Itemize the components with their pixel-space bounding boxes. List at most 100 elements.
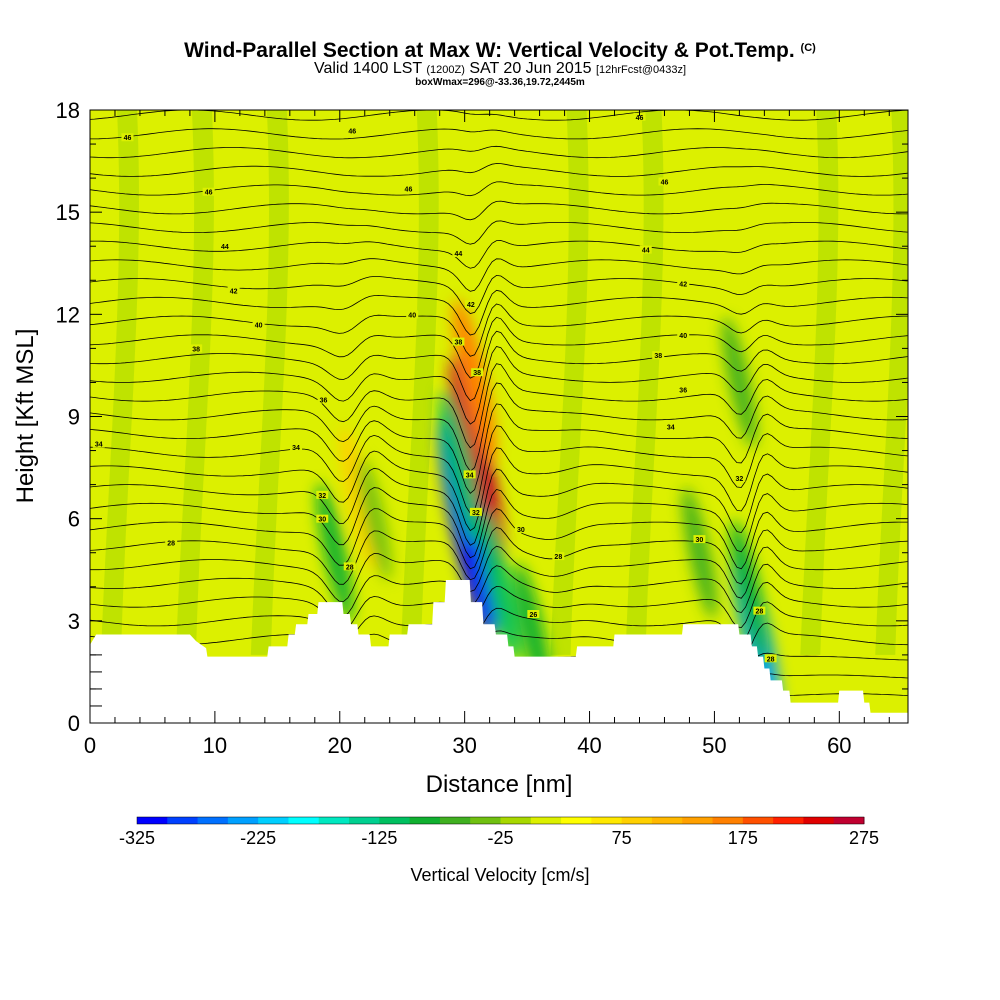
x-tick-label: 0 bbox=[84, 733, 96, 758]
contour-label-bg bbox=[693, 535, 706, 544]
title-block: Wind-Parallel Section at Max W: Vertical… bbox=[0, 36, 1000, 88]
colorbar-swatch bbox=[137, 817, 168, 824]
contour-label-bg bbox=[316, 490, 329, 499]
velocity-cell bbox=[449, 355, 505, 573]
colorbar-swatch bbox=[621, 817, 653, 824]
contour-label: 42 bbox=[467, 302, 475, 309]
y-tick-label: 3 bbox=[68, 609, 80, 634]
theta-contour-line bbox=[90, 487, 908, 559]
x-tick-label: 10 bbox=[203, 733, 227, 758]
theta-contour-line bbox=[90, 467, 908, 546]
theta-contour-line bbox=[90, 330, 908, 402]
field-texture-band bbox=[175, 110, 214, 655]
contour-label: 30 bbox=[318, 517, 326, 524]
forecast-info: [12hrFcst@0433z] bbox=[595, 64, 687, 76]
contour-label: 30 bbox=[696, 537, 704, 544]
colorbar-swatch bbox=[833, 817, 865, 824]
contour-label: 46 bbox=[636, 115, 644, 122]
contour-label: 38 bbox=[654, 353, 662, 360]
colorbar-swatch bbox=[379, 817, 411, 824]
contour-label: 46 bbox=[124, 135, 132, 142]
contour-label-bg bbox=[402, 184, 415, 193]
colorbar-tick-label: 175 bbox=[728, 828, 758, 848]
contour-label-bg bbox=[514, 524, 527, 533]
contour-label: 42 bbox=[679, 282, 687, 289]
contour-label: 34 bbox=[667, 425, 675, 432]
colorbar-swatch bbox=[318, 817, 350, 824]
colorbar-tick-label: -325 bbox=[119, 828, 155, 848]
colorbar-tick-label: -125 bbox=[361, 828, 397, 848]
contour-label-bg bbox=[317, 395, 330, 404]
contour-label: 44 bbox=[221, 244, 229, 251]
contour-label: 36 bbox=[679, 387, 687, 394]
contour-label: 38 bbox=[473, 370, 481, 377]
theta-contour-line bbox=[90, 145, 908, 159]
theta-contour-line bbox=[90, 622, 908, 662]
contour-label: 40 bbox=[255, 323, 263, 330]
colorbar-tick-label: -225 bbox=[240, 828, 276, 848]
contour-label-bg bbox=[227, 286, 240, 295]
velocity-cell bbox=[358, 457, 392, 581]
colorbar-swatch bbox=[288, 817, 320, 824]
colorbar-swatch bbox=[742, 817, 774, 824]
contour-label: 34 bbox=[466, 472, 474, 479]
contour-label: 28 bbox=[167, 541, 175, 548]
colorbar-swatch bbox=[227, 817, 259, 824]
contour-label-bg bbox=[658, 177, 671, 186]
contour-label: 40 bbox=[408, 312, 416, 319]
contour-label-bg bbox=[552, 552, 565, 561]
theta-contour-line bbox=[90, 382, 908, 472]
theta-contour-line bbox=[90, 128, 908, 140]
field-texture-band bbox=[550, 110, 589, 655]
contour-label-bg bbox=[652, 351, 665, 360]
contour-label: 32 bbox=[472, 510, 480, 517]
contour-label-bg bbox=[406, 310, 419, 319]
y-tick-label: 0 bbox=[68, 711, 80, 736]
y-tick-label: 15 bbox=[56, 200, 80, 225]
velocity-cell bbox=[682, 487, 717, 619]
colorbar-swatch bbox=[803, 817, 835, 824]
colorbar-swatch bbox=[530, 817, 562, 824]
contour-label: 28 bbox=[755, 609, 763, 616]
x-tick-label: 40 bbox=[577, 733, 601, 758]
colorbar-swatch bbox=[409, 817, 441, 824]
contour-label: 30 bbox=[517, 527, 525, 534]
colorbar-swatch bbox=[591, 817, 623, 824]
contour-label: 28 bbox=[767, 656, 775, 663]
colorbar: -325 -225 -125 -25 75 175 275 bbox=[119, 816, 879, 848]
field-texture-band bbox=[625, 110, 664, 655]
y-tick-label: 18 bbox=[56, 98, 80, 123]
colorbar-tick-label: 275 bbox=[849, 828, 879, 848]
contour-label-bg bbox=[452, 249, 465, 258]
colorbar-swatch bbox=[167, 817, 199, 824]
contour-label: 26 bbox=[529, 612, 537, 619]
valid-zulu: (1200Z) bbox=[426, 64, 465, 76]
colorbar-swatch bbox=[258, 817, 289, 824]
colorbar-swatch bbox=[682, 817, 714, 824]
field-texture-band bbox=[762, 110, 801, 655]
valid-prefix: Valid 1400 LST bbox=[313, 60, 422, 77]
theta-contour-labels: 46 46 46 46 46 46 44 44 44 42 42 42 40 40 40 38 38 38 38 36… bbox=[92, 112, 777, 663]
contour-label-bg bbox=[471, 368, 484, 377]
contour-label-bg bbox=[633, 112, 646, 121]
theta-contour-line bbox=[90, 289, 908, 336]
x-axis-label: Distance [nm] bbox=[426, 771, 573, 798]
contour-label-bg bbox=[664, 422, 677, 431]
theta-contour-line bbox=[90, 258, 908, 292]
contour-label: 28 bbox=[346, 564, 354, 571]
colorbar-tick-label: 75 bbox=[612, 828, 632, 848]
x-tick-label: 20 bbox=[328, 733, 352, 758]
field-texture-band bbox=[400, 110, 439, 655]
contour-label: 38 bbox=[455, 340, 463, 347]
contour-label-bg bbox=[677, 279, 690, 288]
theta-contour-line bbox=[90, 303, 908, 357]
chart-title: Wind-Parallel Section at Max W: Vertical… bbox=[0, 36, 1000, 63]
contour-label-bg bbox=[639, 245, 652, 254]
copyright-mark: (C) bbox=[800, 42, 816, 54]
contour-label: 46 bbox=[405, 186, 413, 193]
contour-label: 34 bbox=[95, 442, 103, 449]
velocity-cell bbox=[339, 426, 378, 570]
contour-label: 46 bbox=[205, 190, 213, 197]
y-tick-label: 12 bbox=[56, 302, 80, 327]
contour-label-bg bbox=[92, 439, 105, 448]
